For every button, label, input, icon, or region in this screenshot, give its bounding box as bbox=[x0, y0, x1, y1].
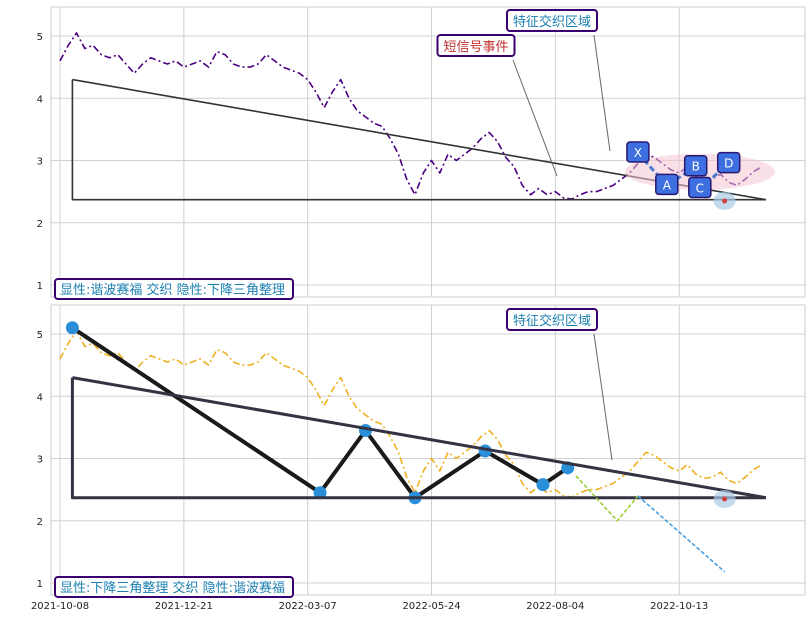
pattern-point-label: D bbox=[724, 157, 733, 171]
annotation-label: 短信号事件 bbox=[443, 40, 508, 55]
caption-label: 显性:谐波赛福 交织 隐性:下降三角整理 bbox=[60, 282, 285, 298]
series-line-3 bbox=[70, 377, 766, 500]
series-line-4 bbox=[72, 376, 767, 500]
y-tick-label: 4 bbox=[37, 94, 43, 105]
annotation-label: 特征交织区域 bbox=[513, 14, 591, 30]
series-line-6 bbox=[637, 495, 726, 573]
pattern-point-box bbox=[655, 173, 679, 196]
pattern-point-label: B bbox=[692, 160, 700, 174]
y-tick-label: 1 bbox=[37, 281, 43, 292]
annotation-label: 特征交织区域 bbox=[513, 313, 591, 329]
x-tick-label: 2022-10-13 bbox=[650, 601, 708, 612]
annotation-arrow bbox=[593, 34, 611, 152]
caption-label: 显性:下降三角整理 交织 隐性:谐波赛福 bbox=[60, 580, 285, 596]
series-line-5 bbox=[575, 475, 639, 522]
caption-box bbox=[54, 576, 294, 598]
pattern-point-label: A bbox=[663, 178, 672, 192]
annotation-box bbox=[506, 308, 598, 331]
x-tick-label: 2021-12-21 bbox=[155, 601, 213, 612]
y-tick-label: 4 bbox=[37, 392, 43, 403]
caption-box bbox=[54, 278, 294, 300]
pattern-point-box bbox=[683, 154, 708, 177]
plot-area bbox=[50, 6, 806, 298]
y-tick-label: 5 bbox=[37, 32, 43, 43]
target-point bbox=[722, 496, 728, 502]
x-tick-label: 2022-08-04 bbox=[526, 601, 584, 612]
target-point bbox=[722, 198, 728, 204]
plot-area bbox=[50, 304, 806, 596]
x-tick-label: 2022-05-24 bbox=[402, 601, 460, 612]
pattern-point-box bbox=[688, 176, 712, 199]
pattern-point-box bbox=[716, 151, 741, 174]
pattern-point-box bbox=[626, 141, 650, 163]
y-tick-label: 5 bbox=[37, 330, 43, 341]
zigzag-vertex-marker bbox=[65, 321, 79, 335]
zigzag-vertex-marker bbox=[313, 486, 327, 500]
x-tick-label: 2021-10-08 bbox=[31, 601, 89, 612]
y-tick-label: 2 bbox=[37, 219, 43, 230]
series-line-1 bbox=[59, 330, 763, 498]
pattern-point-label: C bbox=[696, 182, 704, 196]
y-tick-label: 3 bbox=[37, 157, 43, 168]
y-tick-label: 2 bbox=[37, 517, 43, 528]
annotation-arrow bbox=[512, 59, 558, 177]
annotation-arrow bbox=[593, 333, 613, 461]
series-line-2 bbox=[71, 79, 766, 201]
y-tick-label: 3 bbox=[37, 455, 43, 466]
annotation-box bbox=[506, 9, 598, 32]
x-tick-label: 2022-03-07 bbox=[279, 601, 337, 612]
pattern-point-label: X bbox=[634, 146, 642, 160]
zigzag-vertex-marker bbox=[536, 478, 550, 492]
annotation-box bbox=[436, 34, 516, 57]
y-tick-label: 1 bbox=[37, 579, 43, 590]
